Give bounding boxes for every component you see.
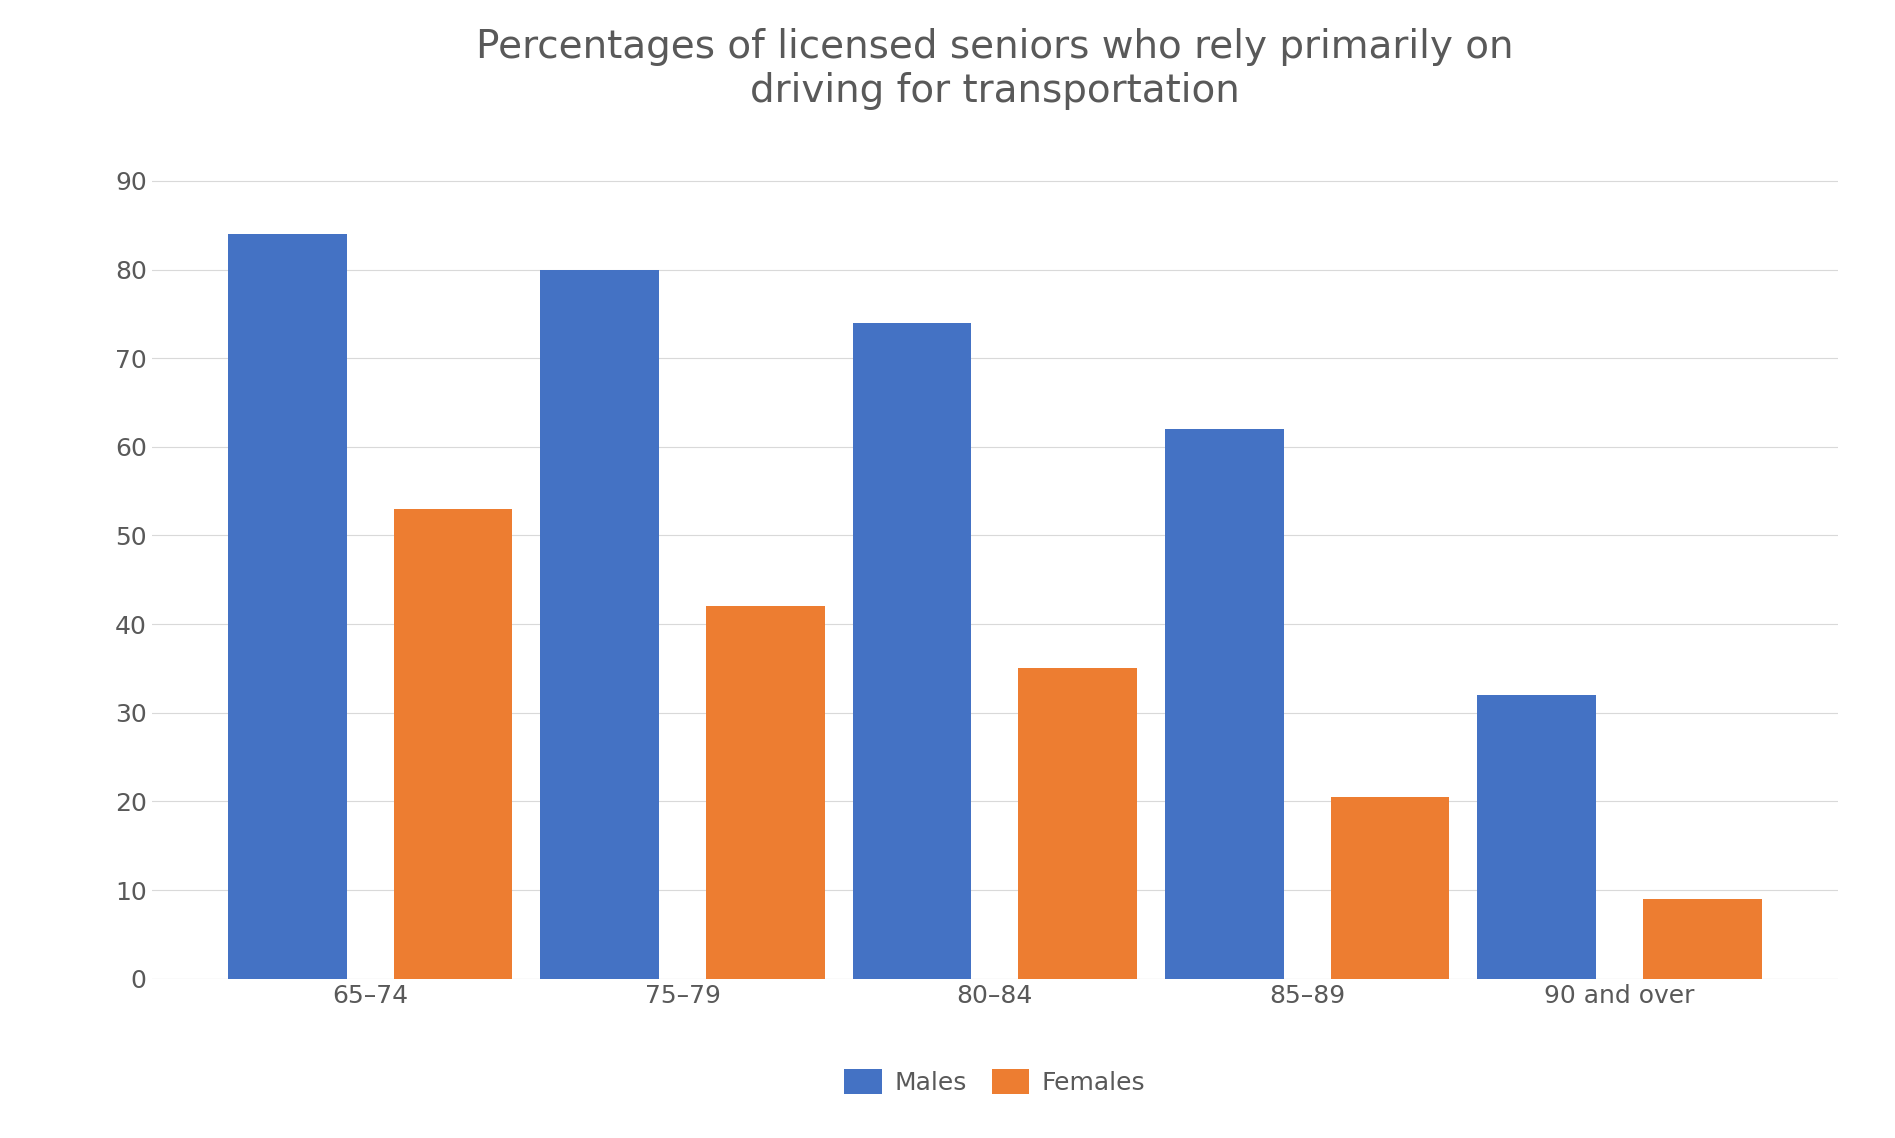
Bar — [540, 270, 659, 979]
Bar — [227, 234, 347, 979]
Bar — [1018, 668, 1137, 979]
Title: Percentages of licensed seniors who rely primarily on
driving for transportation: Percentages of licensed seniors who rely… — [476, 27, 1514, 110]
Bar — [1165, 429, 1283, 979]
Bar — [394, 509, 512, 979]
Bar — [853, 323, 972, 979]
Bar — [1643, 899, 1762, 979]
Bar — [707, 607, 824, 979]
Bar — [1478, 695, 1596, 979]
Legend: Males, Females: Males, Females — [834, 1058, 1156, 1105]
Bar — [1330, 797, 1450, 979]
